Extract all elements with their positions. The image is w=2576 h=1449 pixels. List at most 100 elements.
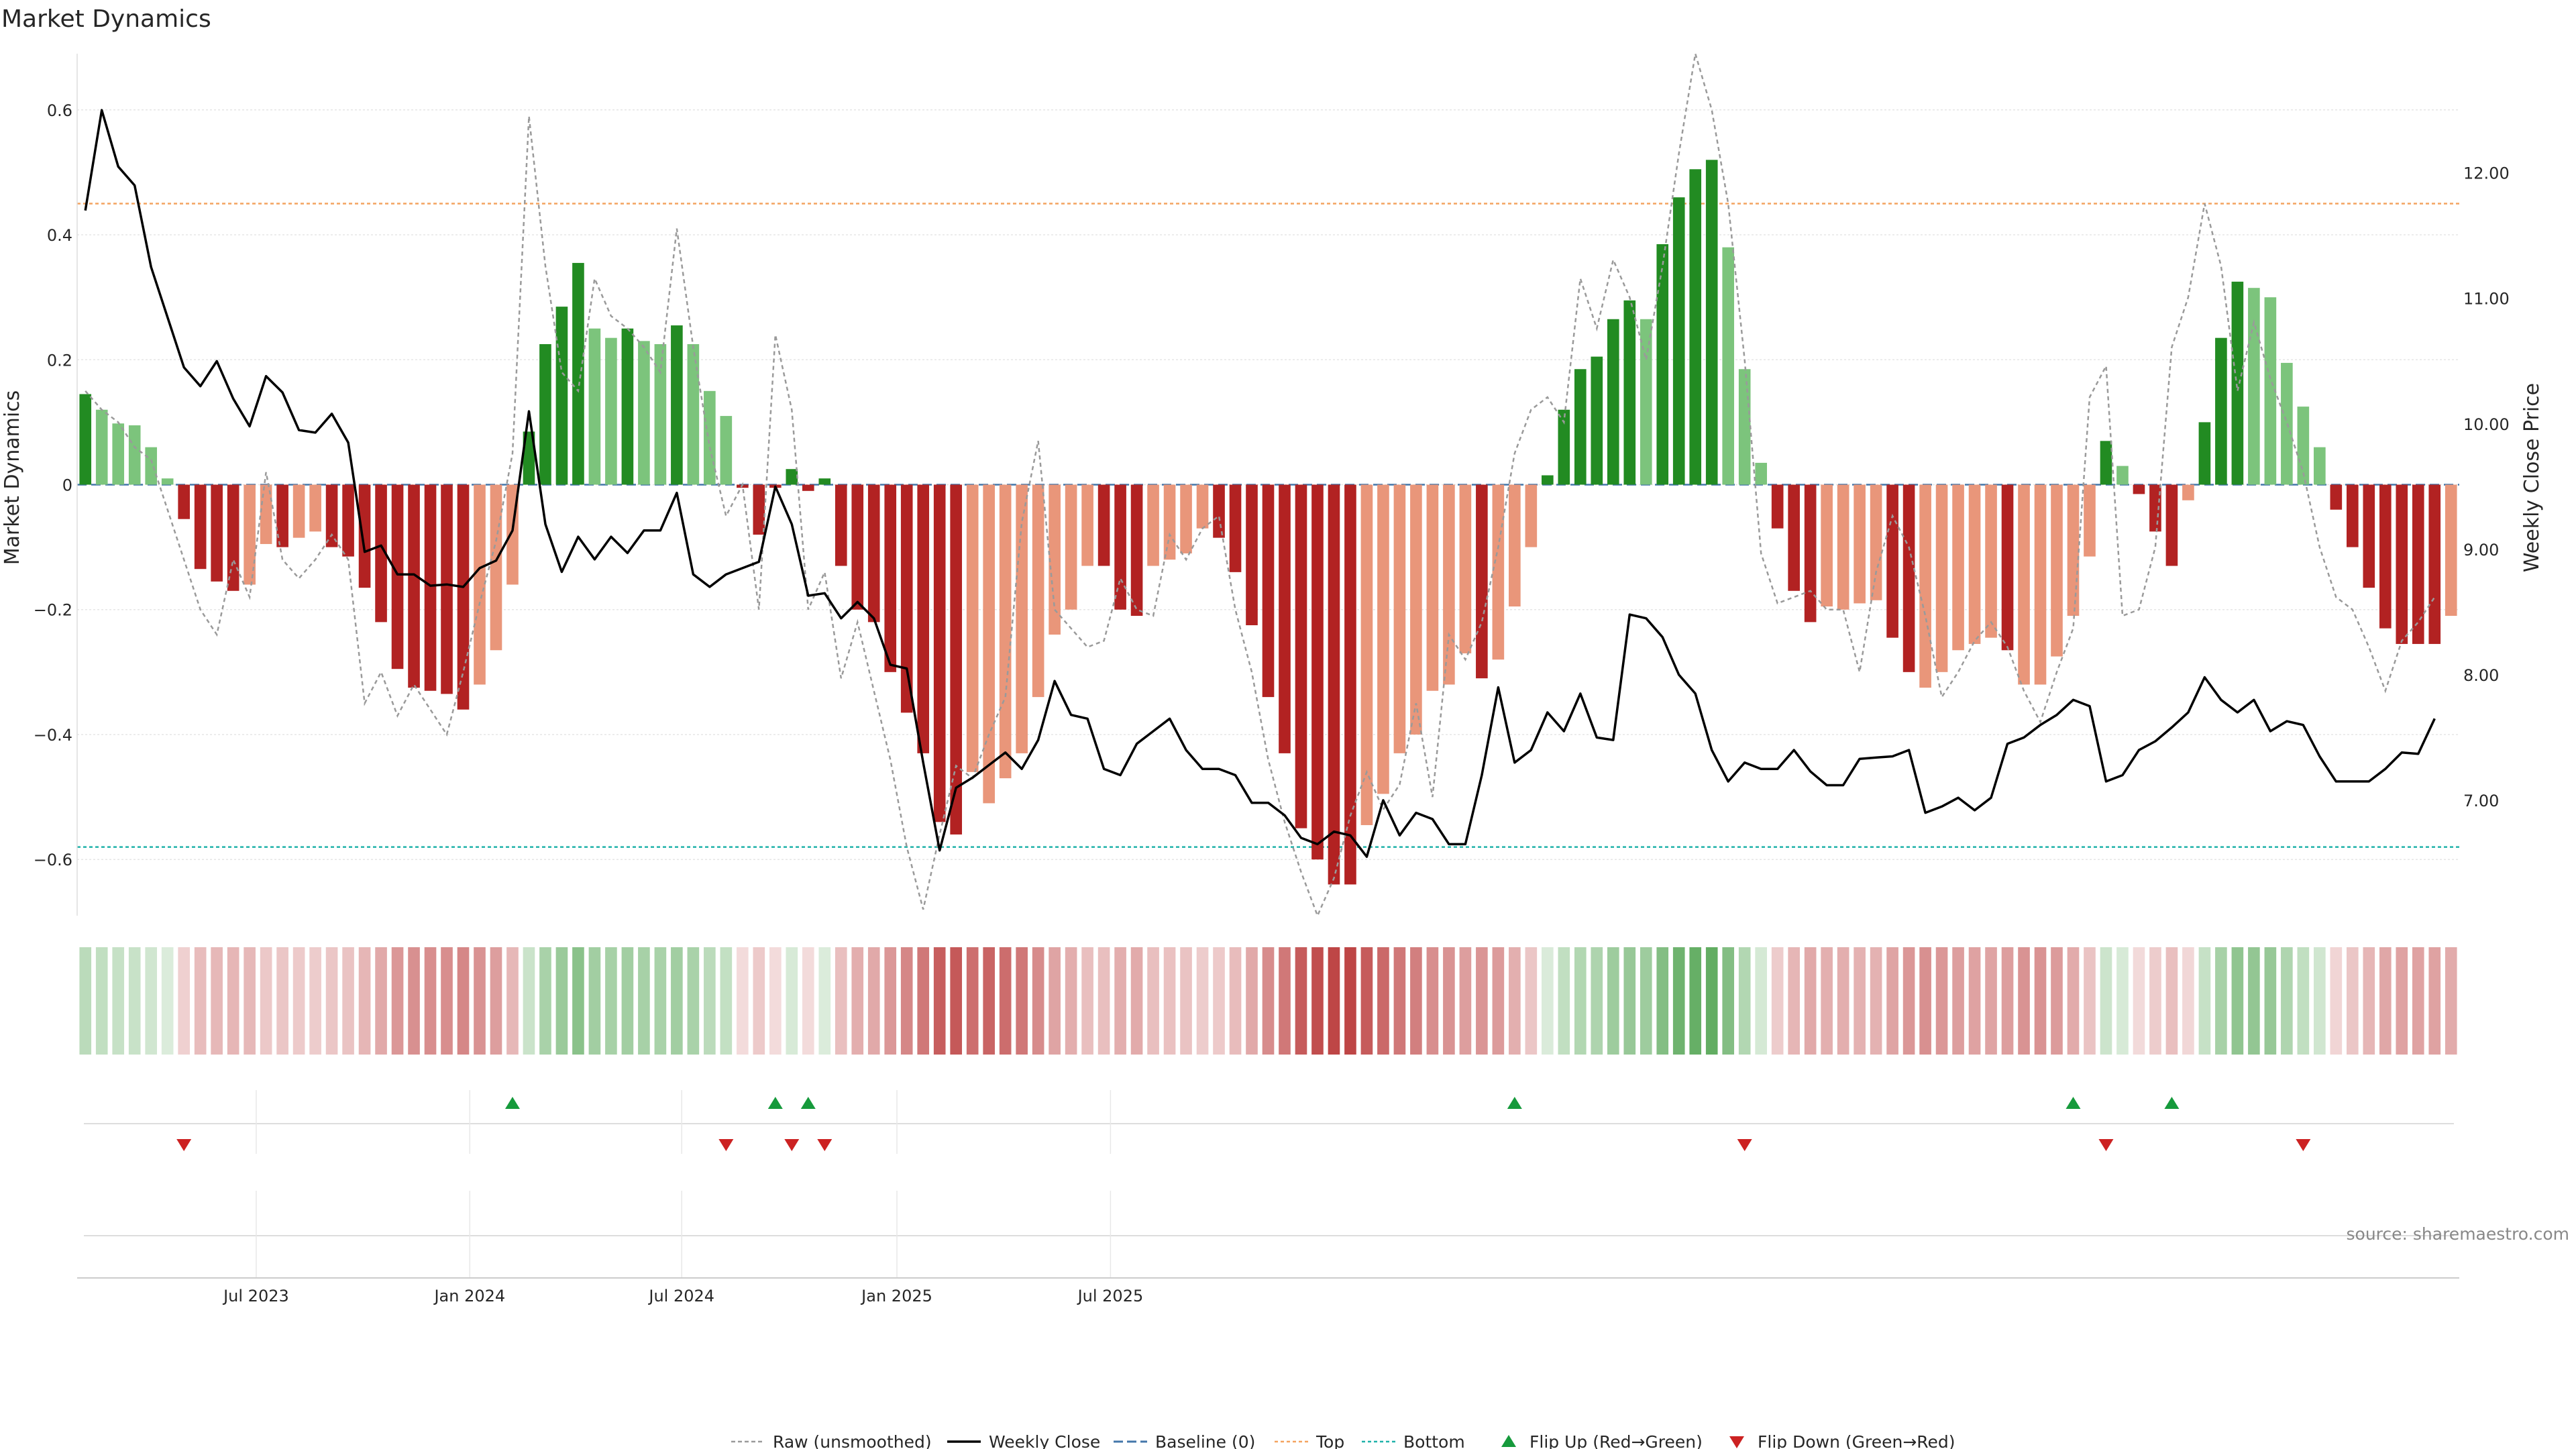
heatmap-cell [309, 947, 321, 1055]
dynamics-bar [1279, 484, 1291, 753]
dynamics-bar [539, 343, 551, 485]
heatmap-cell [671, 947, 683, 1055]
heatmap-cell [687, 947, 700, 1055]
left-y-tick-label: −0.6 [34, 851, 72, 869]
dynamics-bar [1968, 484, 1981, 644]
dynamics-bar [687, 343, 700, 485]
heatmap-cell [950, 947, 963, 1055]
dynamics-bar [1804, 484, 1817, 623]
heatmap-cell [2165, 947, 2178, 1055]
heatmap-cell [391, 947, 404, 1055]
heatmap-cell [1130, 947, 1143, 1055]
dynamics-bar [1377, 484, 1389, 794]
heatmap-cell [835, 947, 847, 1055]
heatmap-cell [2051, 947, 2063, 1055]
legend-flip-up-swatch [1501, 1435, 1516, 1447]
legend-label: Weekly Close [989, 1432, 1100, 1449]
dynamics-bar [1574, 369, 1587, 485]
heatmap-cell [900, 947, 913, 1055]
flip-markers-panel [84, 1097, 2454, 1236]
left-y-axis: 0.6 0.4 0.2 0 −0.2 −0.4 −0.6 [34, 54, 78, 916]
dynamics-bar [1705, 160, 1718, 485]
heatmap-cell [851, 947, 864, 1055]
dynamics-bar [2051, 484, 2063, 657]
dynamics-bar [835, 484, 847, 566]
dynamics-bar [950, 484, 963, 835]
heatmap-cell [1032, 947, 1044, 1055]
heatmap-cell [474, 947, 486, 1055]
dynamics-bar [1295, 484, 1307, 828]
dynamics-bar [309, 484, 321, 532]
flip-down-marker [817, 1139, 833, 1151]
dynamics-bar [1130, 484, 1143, 616]
heatmap-cell [2067, 947, 2080, 1055]
heatmap-cell [1097, 947, 1110, 1055]
heatmap-cell [1656, 947, 1669, 1055]
flip-down-marker [176, 1139, 192, 1151]
heatmap-cell [325, 947, 338, 1055]
heatmap-cell [1886, 947, 1898, 1055]
dynamics-bar [1738, 369, 1751, 485]
heatmap-cell [2018, 947, 2030, 1055]
heatmap-cell [128, 947, 141, 1055]
dynamics-bar [2297, 407, 2310, 485]
dynamics-bar [704, 390, 716, 485]
weekly-close-line [84, 109, 2436, 858]
right-y-tick-label: 7.00 [2463, 792, 2499, 810]
heatmap-cell [769, 947, 782, 1055]
dynamics-bar [1771, 484, 1784, 529]
heatmap-cell [720, 947, 733, 1055]
dynamics-bar [867, 484, 880, 623]
right-y-tick-label: 9.00 [2463, 541, 2499, 559]
dynamics-bar [474, 484, 486, 685]
heatmap-cell [1509, 947, 1521, 1055]
dynamics-bar [391, 484, 404, 669]
dynamics-bar [2379, 484, 2392, 629]
heatmap-cell [408, 947, 420, 1055]
right-y-axis: 12.00 11.00 10.00 9.00 8.00 7.00 [2463, 164, 2510, 810]
dynamics-bar [260, 484, 272, 544]
heatmap-cell [1163, 947, 1176, 1055]
dynamics-bar [1147, 484, 1159, 566]
heatmap-cell [2001, 947, 2014, 1055]
heatmap-cell [1360, 947, 1373, 1055]
heatmap-cell [2412, 947, 2424, 1055]
heatmap-cell [194, 947, 207, 1055]
heatmap-cell [1147, 947, 1159, 1055]
heatmap-cell [867, 947, 880, 1055]
heatmap-cell [1246, 947, 1258, 1055]
dynamics-bar [2198, 422, 2211, 485]
heatmap-cell [1591, 947, 1603, 1055]
heatmap-cell [1558, 947, 1570, 1055]
flip-up-marker [504, 1097, 520, 1109]
legend: Raw (unsmoothed) Weekly Close Baseline (0)… [731, 1432, 1955, 1449]
legend-flip-down-swatch [1729, 1436, 1744, 1448]
heatmap-cell [2396, 947, 2408, 1055]
dynamics-bar [2100, 441, 2112, 485]
heatmap-cell [1049, 947, 1061, 1055]
dynamics-bar [1656, 244, 1669, 485]
left-y-tick-label: 0.2 [47, 351, 72, 370]
heatmap-cell [211, 947, 223, 1055]
dynamics-bar [884, 484, 897, 672]
dynamics-bar [490, 484, 502, 651]
heatmap-cell [441, 947, 453, 1055]
heatmap-cell [1985, 947, 1997, 1055]
heatmap-cell [2034, 947, 2047, 1055]
dynamics-bar [933, 484, 946, 822]
chart-title: Market Dynamics [1, 5, 211, 33]
heatmap-cell [1722, 947, 1735, 1055]
heatmap-cell [2100, 947, 2112, 1055]
heatmap-cell [2198, 947, 2211, 1055]
heatmap-cell [605, 947, 617, 1055]
dynamics-bar [1229, 484, 1242, 572]
heatmap-cell [1525, 947, 1538, 1055]
heatmap-cell [1229, 947, 1242, 1055]
dynamics-bar [161, 478, 174, 485]
dynamics-bar [325, 484, 338, 547]
left-y-tick-label: 0 [62, 476, 72, 495]
dynamics-bar [2396, 484, 2408, 644]
flip-down-marker [718, 1139, 734, 1151]
left-y-tick-label: 0.4 [47, 226, 72, 245]
dynamics-bar [1097, 484, 1110, 566]
